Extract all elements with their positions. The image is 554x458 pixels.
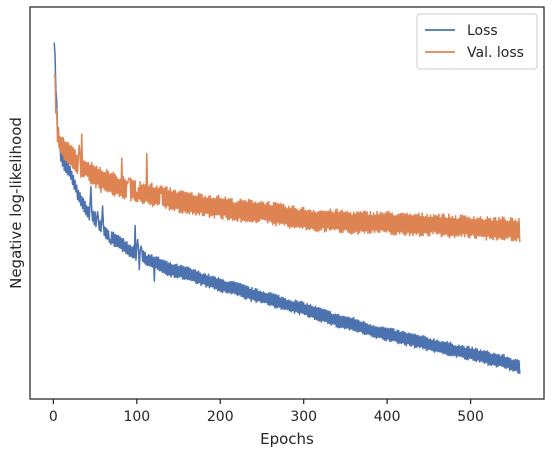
x-tick-label: 400 <box>374 409 401 425</box>
series-line-loss <box>53 42 521 375</box>
x-axis-ticks: 0 100 200 300 400 500 <box>49 399 484 425</box>
x-axis-label: Epochs <box>260 430 314 448</box>
x-tick-label: 100 <box>123 409 150 425</box>
x-tick-label: 500 <box>457 409 484 425</box>
legend-label-loss: Loss <box>467 23 498 39</box>
legend: Loss Val. loss <box>416 13 538 70</box>
plot-lines <box>53 42 521 375</box>
x-tick-label: 200 <box>207 409 234 425</box>
legend-box <box>416 13 538 70</box>
x-tick-label: 300 <box>290 409 317 425</box>
x-tick-label: 0 <box>49 409 58 425</box>
y-axis-label: Negative log-likelihood <box>7 117 25 289</box>
plot-frame <box>29 6 545 400</box>
legend-label-val-loss: Val. loss <box>467 45 524 61</box>
series-line-val-loss <box>53 73 521 243</box>
